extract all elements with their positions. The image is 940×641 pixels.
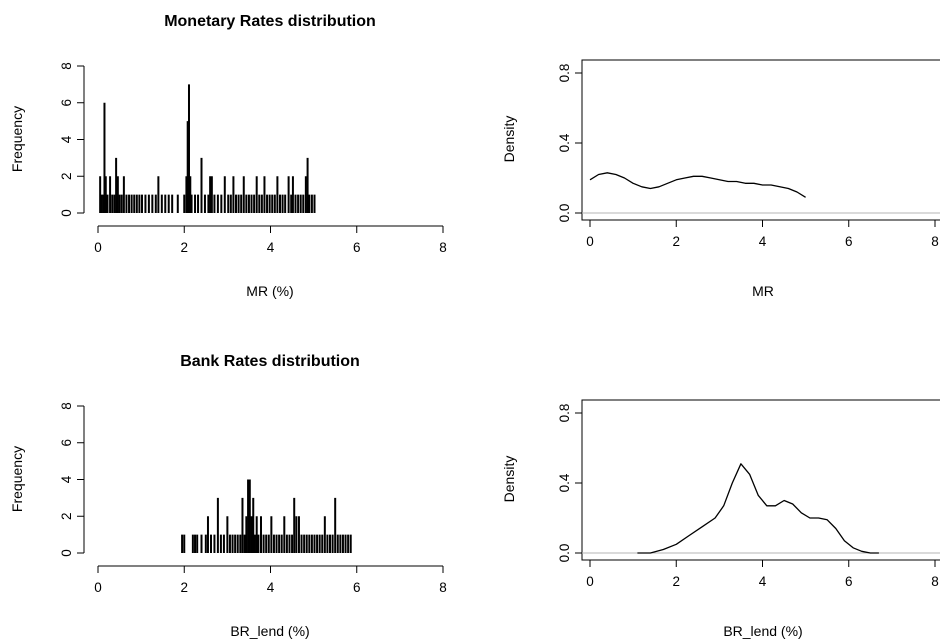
y-tick-label: 4 bbox=[59, 135, 74, 143]
x-tick-label: 2 bbox=[672, 234, 680, 249]
panel-mr-density: MR Density 0 2 4 6 8 0.0 0.4 0.8 bbox=[501, 59, 940, 299]
x-tick-label: 6 bbox=[845, 234, 853, 249]
y-axis-label: Density bbox=[501, 456, 517, 503]
x-axis-label: MR (%) bbox=[246, 283, 293, 299]
x-tick-label: 0 bbox=[586, 234, 594, 249]
y-tick-label: 4 bbox=[59, 475, 74, 483]
x-tick-label: 8 bbox=[439, 240, 447, 255]
chart-title: Bank Rates distribution bbox=[180, 353, 360, 370]
y-tick-label: 0 bbox=[59, 209, 74, 217]
x-axis-label: BR_lend (%) bbox=[723, 623, 802, 639]
x-tick-label: 6 bbox=[845, 574, 853, 589]
x-tick-label: 0 bbox=[94, 580, 102, 595]
y-tick-label: 0.8 bbox=[557, 404, 572, 423]
y-axis-label: Density bbox=[501, 116, 517, 163]
x-axis-label: MR bbox=[752, 283, 774, 299]
x-tick-label: 2 bbox=[672, 574, 680, 589]
chart-title: Monetary Rates distribution bbox=[164, 13, 376, 30]
y-tick-label: 8 bbox=[59, 402, 74, 410]
y-axis-label: Frequency bbox=[9, 446, 25, 512]
x-tick-label: 2 bbox=[180, 580, 188, 595]
y-tick-label: 0.8 bbox=[557, 64, 572, 83]
y-tick-label: 8 bbox=[59, 62, 74, 70]
x-tick-label: 4 bbox=[759, 574, 767, 589]
y-tick-label: 0.0 bbox=[557, 544, 572, 563]
panel-mr-histogram: Monetary Rates distribution MR (%) Frequ… bbox=[9, 13, 447, 299]
x-tick-label: 4 bbox=[267, 240, 275, 255]
density-curve bbox=[637, 463, 879, 554]
density-curve bbox=[589, 172, 806, 198]
x-tick-label: 2 bbox=[180, 240, 188, 255]
x-tick-label: 6 bbox=[353, 580, 361, 595]
y-tick-label: 6 bbox=[59, 99, 74, 107]
y-tick-label: 0.4 bbox=[557, 473, 572, 492]
y-axis-label: Frequency bbox=[9, 106, 25, 172]
x-tick-label: 8 bbox=[931, 234, 939, 249]
panel-br-density: BR_lend (%) Density 0 2 4 6 8 0.0 0.4 0.8 bbox=[501, 399, 940, 639]
y-tick-label: 2 bbox=[59, 172, 74, 180]
x-tick-label: 8 bbox=[439, 580, 447, 595]
x-tick-label: 8 bbox=[931, 574, 939, 589]
x-tick-label: 6 bbox=[353, 240, 361, 255]
y-tick-label: 2 bbox=[59, 512, 74, 520]
y-tick-label: 0.4 bbox=[557, 133, 572, 152]
y-tick-label: 0.0 bbox=[557, 204, 572, 223]
x-tick-label: 4 bbox=[759, 234, 767, 249]
y-tick-label: 0 bbox=[59, 549, 74, 557]
y-tick-label: 6 bbox=[59, 439, 74, 447]
x-tick-label: 0 bbox=[586, 574, 594, 589]
x-axis-label: BR_lend (%) bbox=[230, 623, 309, 639]
panel-br-histogram: Bank Rates distribution BR_lend (%) Freq… bbox=[9, 353, 447, 639]
x-tick-label: 4 bbox=[267, 580, 275, 595]
x-tick-label: 0 bbox=[94, 240, 102, 255]
